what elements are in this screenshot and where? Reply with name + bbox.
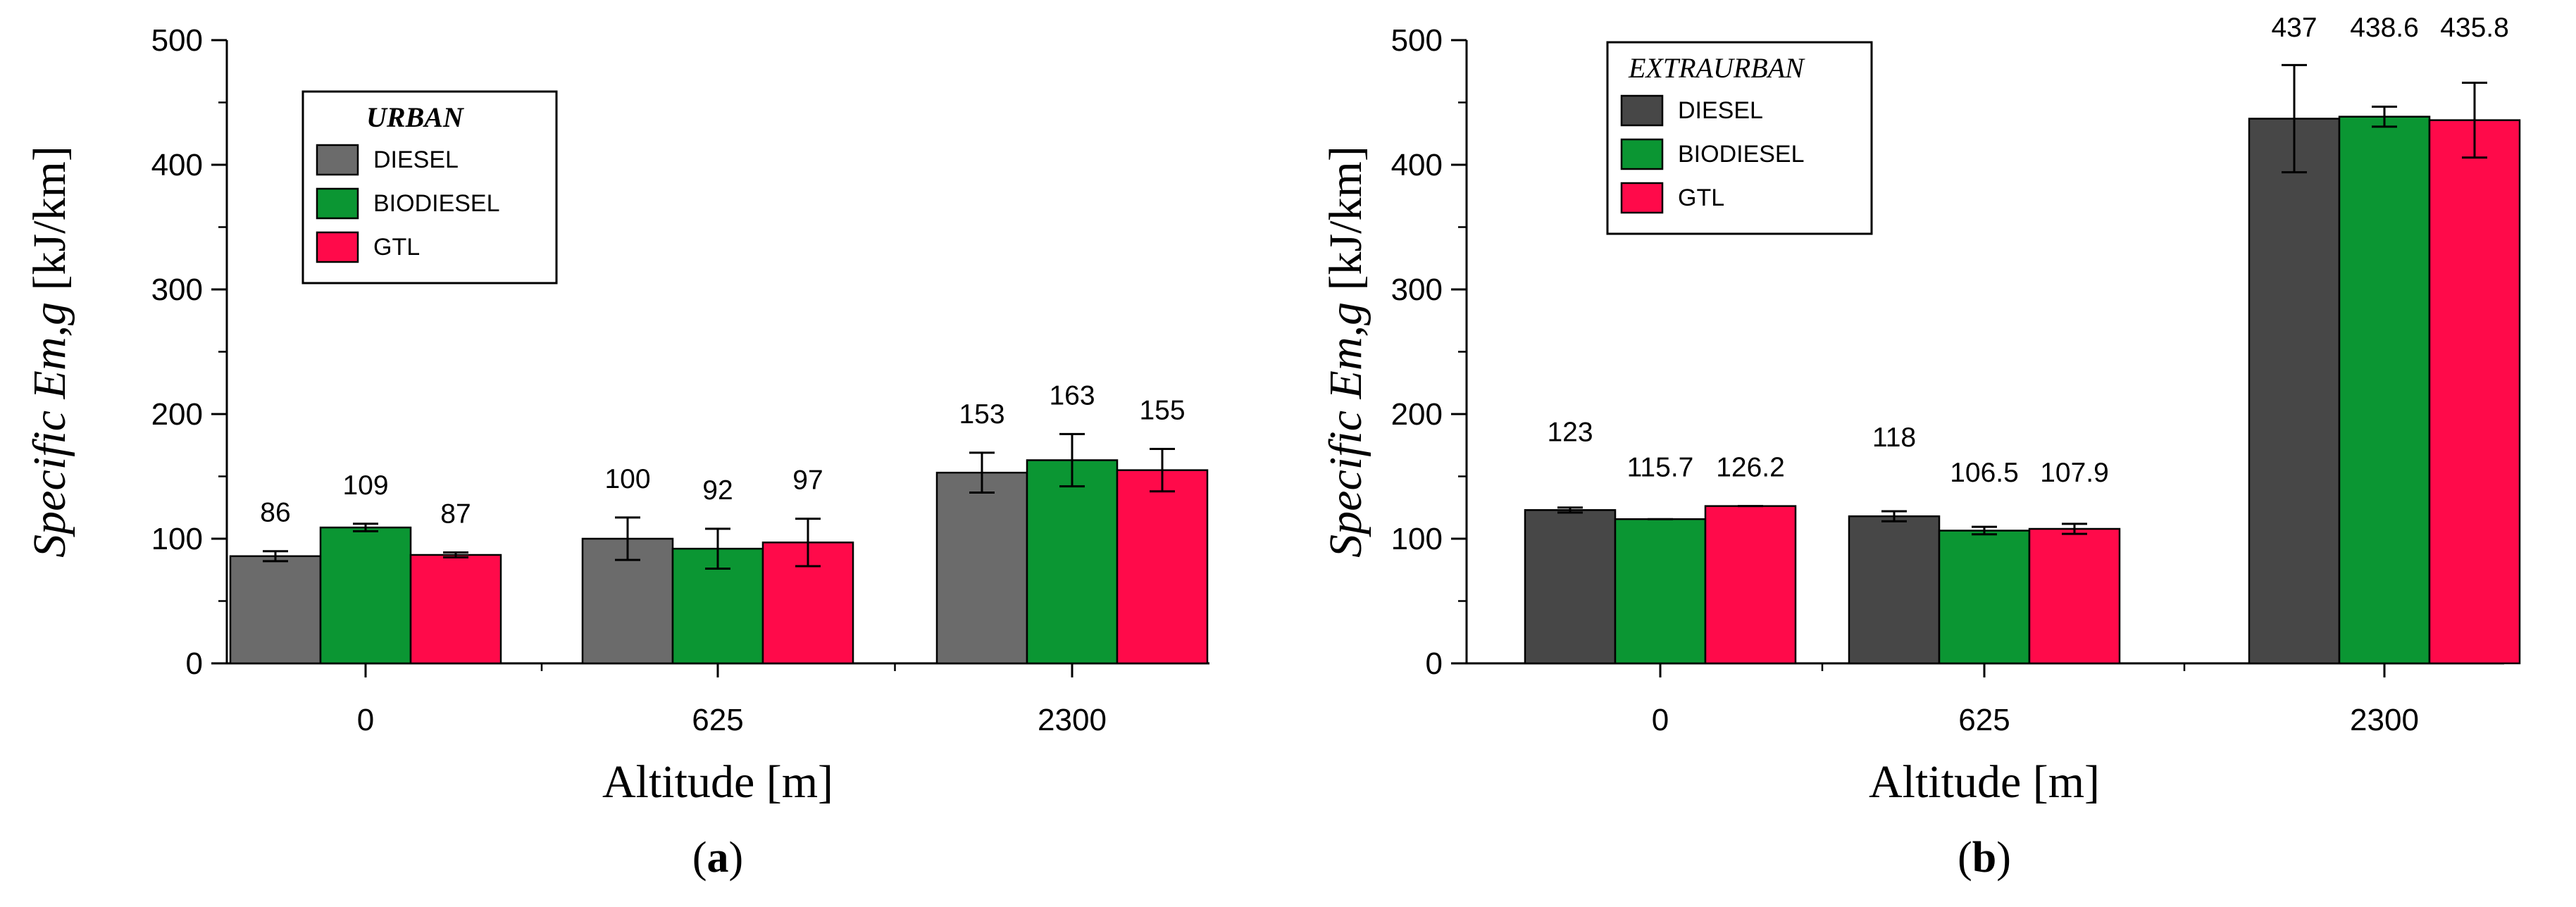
panel-letter: a (707, 834, 729, 882)
data-label: 126.2 (1716, 453, 1785, 483)
y-tick-label: 500 (151, 23, 203, 58)
bar-gtl-0 (409, 553, 502, 665)
legend-label-gtl: GTL (1678, 184, 1724, 211)
legend-swatch-diesel (1620, 94, 1664, 127)
legend-swatch-diesel (316, 144, 359, 176)
bar-gtl-2300 (1116, 469, 1209, 665)
bar-gtl-2300 (2428, 119, 2521, 665)
data-label: 109 (342, 470, 388, 501)
bar-biodiesel-625 (1938, 530, 2031, 665)
data-label: 115.7 (1627, 453, 1694, 483)
panel-label: (a) (692, 834, 743, 882)
bar-diesel-0 (1524, 509, 1617, 665)
panel-paren-close: ) (729, 834, 744, 882)
bar-gtl-625 (2028, 527, 2121, 665)
y-axis-title: Specific Em,g [kJ/km] (24, 146, 75, 558)
legend-swatch-biodiesel (1620, 138, 1664, 170)
bar-diesel-0 (229, 555, 322, 665)
data-label: 435.8 (2440, 13, 2509, 43)
x-tick-label: 0 (357, 703, 374, 737)
chart-panel-a: 0 100 200 300 400 500 0 625 2300 86 109 87 100 92 97 15… (24, 23, 1209, 882)
legend-swatch-biodiesel (316, 187, 359, 220)
data-label: 107.9 (2040, 458, 2109, 488)
x-tick-label: 0 (1652, 703, 1669, 737)
bar-diesel-625 (1848, 515, 1941, 665)
y-tick-label: 100 (1391, 522, 1443, 556)
legend-label-biodiesel: BIODIESEL (373, 190, 500, 217)
data-label: 92 (702, 475, 733, 506)
data-label: 155 (1139, 396, 1185, 426)
y-axis-title-italic: Specific Em,g (1320, 290, 1371, 557)
y-axis-title-italic: Specific Em,g (24, 290, 75, 557)
chart-panel-b: 0 100 200 300 400 500 0 625 2300 123 115.7 126.2 118… (1320, 13, 2521, 882)
x-axis-title: Altitude [m] (602, 756, 833, 808)
y-axis-title-unit: [kJ/km] (1320, 146, 1371, 290)
panel-paren-open: ( (1958, 834, 1972, 882)
y-tick-label: 200 (1391, 397, 1443, 432)
y-tick-label: 400 (1391, 148, 1443, 182)
legend-swatch-gtl (316, 231, 359, 263)
bar-diesel-2300 (935, 471, 1028, 665)
y-axis-title-unit: [kJ/km] (24, 146, 75, 290)
panel-letter: b (1972, 834, 1996, 882)
y-tick-label: 500 (1391, 23, 1443, 58)
panel-paren-close: ) (1996, 834, 2011, 882)
data-label: 437 (2271, 13, 2317, 43)
bar-gtl-0 (1704, 505, 1797, 665)
data-label: 118 (1872, 423, 1916, 453)
data-label: 87 (440, 499, 471, 529)
legend-title: URBAN (366, 101, 465, 133)
y-tick-label: 300 (1391, 273, 1443, 307)
x-axis-title: Altitude [m] (1869, 756, 2100, 808)
data-label: 100 (604, 464, 650, 494)
y-tick-label: 100 (151, 522, 203, 556)
data-label: 153 (959, 399, 1004, 430)
panel-paren-open: ( (692, 834, 707, 882)
bar-biodiesel-2300 (1026, 459, 1119, 665)
x-tick-label: 625 (1958, 703, 2010, 737)
x-tick-label: 2300 (2350, 703, 2419, 737)
y-tick-label: 0 (1426, 646, 1443, 681)
x-tick-label: 2300 (1038, 703, 1107, 737)
legend-label-diesel: DIESEL (373, 146, 459, 173)
y-tick-label: 400 (151, 148, 203, 182)
bar-biodiesel-2300 (2338, 115, 2431, 665)
y-tick-label: 300 (151, 273, 203, 307)
data-label: 123 (1547, 418, 1593, 448)
data-label: 86 (260, 498, 290, 528)
data-label: 438.6 (2350, 13, 2419, 43)
legend-label-biodiesel: BIODIESEL (1678, 141, 1805, 168)
legend-title: EXTRAURBAN (1628, 52, 1805, 84)
legend-label-diesel: DIESEL (1678, 97, 1763, 124)
bar-biodiesel-0 (319, 526, 412, 665)
panel-label: (b) (1958, 834, 2011, 882)
bar-diesel-2300 (2248, 118, 2341, 665)
data-label: 97 (792, 465, 823, 496)
data-label: 106.5 (1950, 458, 2019, 488)
legend-label-gtl: GTL (373, 234, 420, 261)
y-tick-label: 0 (186, 646, 203, 681)
y-axis-title: Specific Em,g [kJ/km] (1320, 146, 1371, 558)
data-label: 163 (1049, 380, 1095, 411)
x-tick-label: 625 (692, 703, 743, 737)
y-tick-label: 200 (151, 397, 203, 432)
bar-biodiesel-0 (1614, 518, 1707, 665)
legend-swatch-gtl (1620, 182, 1664, 214)
